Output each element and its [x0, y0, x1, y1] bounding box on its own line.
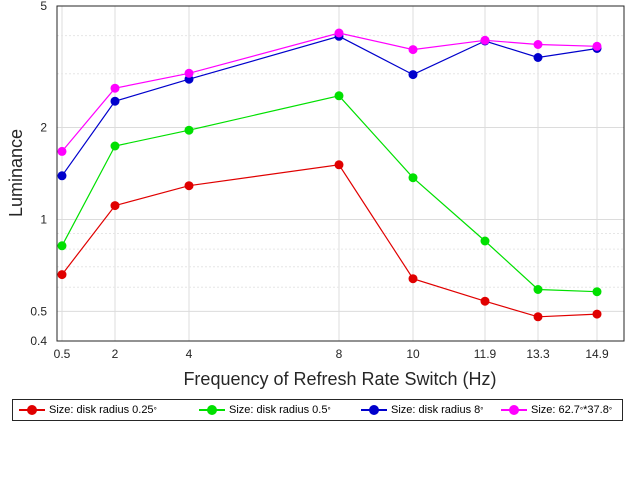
legend-label-series-4: Size: 62.7	[531, 404, 580, 416]
series-line	[61, 164, 598, 318]
legend-label-series-4-suffix: *37.8	[583, 404, 609, 416]
x-tick-label: 0.5	[54, 347, 71, 361]
data-point	[110, 201, 120, 211]
data-point	[57, 241, 67, 251]
series-3	[57, 31, 602, 181]
data-point	[334, 28, 344, 38]
data-point	[592, 287, 602, 297]
data-point	[408, 45, 418, 55]
legend-label-series-1: Size: disk radius 0.25	[49, 404, 154, 416]
series-1	[57, 160, 602, 322]
legend-degree-series-3: °	[480, 405, 484, 415]
data-point	[110, 141, 120, 151]
series-line	[61, 35, 598, 177]
x-tick-label: 10	[406, 347, 420, 361]
y-axis-label: Luminance	[6, 129, 26, 217]
x-tick-label: 4	[186, 347, 193, 361]
data-point	[334, 91, 344, 101]
data-point	[480, 35, 490, 45]
data-point	[533, 285, 543, 294]
legend-swatch-series-4	[501, 400, 527, 420]
data-point	[480, 236, 490, 246]
legend-item-series-4: Size: 62.7 ° *37.8 °	[501, 400, 612, 420]
data-point	[57, 146, 67, 156]
legend-swatch-series-3	[361, 400, 387, 420]
x-tick-label: 13.3	[526, 347, 550, 361]
data-point	[533, 312, 543, 322]
legend-item-series-3: Size: disk radius 8 °	[361, 400, 483, 420]
series-2	[57, 91, 602, 297]
data-point	[533, 53, 543, 62]
y-tick-label: 2	[40, 121, 47, 135]
y-tick-label: 1	[40, 212, 47, 226]
x-tick-label: 2	[112, 347, 119, 361]
data-point	[408, 173, 418, 183]
data-point	[184, 125, 194, 135]
legend-swatch-series-1	[19, 400, 45, 420]
x-tick-label: 11.9	[474, 347, 497, 361]
data-point	[57, 171, 67, 181]
series-line	[61, 95, 598, 293]
data-point	[110, 96, 120, 106]
series-4	[57, 28, 602, 156]
data-point	[592, 41, 602, 51]
plot-frame	[56, 5, 625, 342]
y-tick-label: 5	[40, 0, 47, 13]
legend-label-series-3: Size: disk radius 8	[391, 404, 481, 416]
legend-degree-series-4b: °	[608, 405, 613, 415]
data-point	[480, 296, 490, 306]
legend-degree-series-1: °	[153, 405, 157, 415]
axis-ticks: 0.5 2 4 8 10 11.9 13.3 14.9 0.4 0.5 1 2 5	[30, 0, 609, 361]
series-line	[61, 32, 598, 152]
legend: Size: disk radius 0.25 ° Size: disk radi…	[12, 399, 623, 421]
data-point	[184, 68, 194, 78]
x-tick-label: 14.9	[585, 347, 609, 361]
data-point	[110, 83, 120, 93]
line-chart: 0.5 2 4 8 10 11.9 13.3 14.9 0.4 0.5 1 2 5 Frequency …	[6, 0, 625, 389]
data-point	[408, 274, 418, 284]
legend-degree-series-2: °	[327, 405, 331, 415]
legend-item-series-1: Size: disk radius 0.25 °	[19, 400, 157, 420]
y-tick-label: 0.5	[30, 304, 47, 318]
data-point	[533, 40, 543, 49]
data-point	[184, 181, 194, 191]
x-axis-label: Frequency of Refresh Rate Switch (Hz)	[183, 369, 496, 389]
legend-item-series-2: Size: disk radius 0.5 °	[199, 400, 331, 420]
data-point	[408, 70, 418, 80]
legend-label-series-2: Size: disk radius 0.5	[229, 404, 328, 416]
y-tick-label: 0.4	[30, 334, 47, 348]
series-layer	[57, 28, 602, 322]
x-tick-label: 8	[336, 347, 343, 361]
legend-swatch-series-2	[199, 400, 225, 420]
legend-degree-series-4a: °	[579, 405, 584, 415]
data-point	[334, 160, 344, 170]
data-point	[592, 309, 602, 319]
data-point	[57, 270, 67, 280]
